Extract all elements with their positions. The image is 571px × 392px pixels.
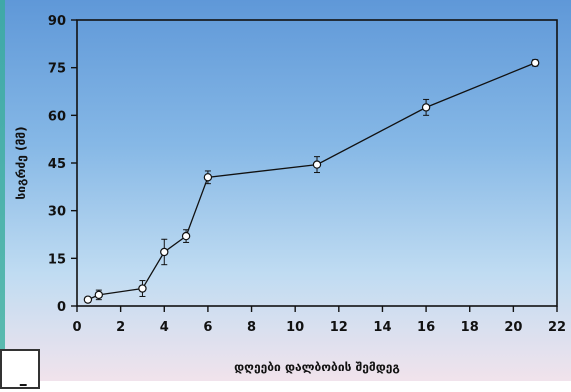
y-tick-label: 0 <box>57 300 66 315</box>
data-point <box>83 295 93 304</box>
y-tick-label: 30 <box>48 205 66 220</box>
y-tick-label: 15 <box>48 252 66 267</box>
x-tick-label: 12 <box>330 320 348 335</box>
x-axis-title: დღეები დალბობის შემდეგ <box>234 360 400 374</box>
x-tick-label: 10 <box>286 320 304 335</box>
corner-box: ـ <box>0 349 40 392</box>
y-tick-label: 45 <box>48 157 66 172</box>
corner-glyph: ـ <box>20 367 27 392</box>
series-line <box>87 62 536 301</box>
x-tick-label: 0 <box>72 320 81 335</box>
data-point <box>181 231 191 241</box>
x-tick-label: 22 <box>548 320 566 335</box>
data-point <box>94 290 104 300</box>
x-tick-label: 20 <box>504 320 522 335</box>
data-point <box>530 58 540 68</box>
chart-background <box>0 0 571 381</box>
x-tick-label: 18 <box>461 320 479 335</box>
y-tick-label: 90 <box>48 14 66 29</box>
x-tick-label: 8 <box>247 320 256 335</box>
left-edge-strip <box>0 0 5 381</box>
data-point <box>160 247 169 257</box>
data-point <box>203 173 213 182</box>
x-tick-label: 2 <box>116 320 125 335</box>
x-tick-label: 4 <box>160 320 169 335</box>
data-point <box>421 103 431 112</box>
y-tick-label: 60 <box>48 109 66 124</box>
y-tick-label: 75 <box>48 62 66 77</box>
y-axis-title: სიგრძე (მმ) <box>14 126 28 199</box>
data-point <box>312 160 322 169</box>
data-point <box>138 284 147 293</box>
x-tick-label: 16 <box>417 320 435 335</box>
x-tick-label: 6 <box>203 320 212 335</box>
line-chart: 0 2 4 6 8 10 12 14 16 18 20 22 0 15 30 45 60 75 90 დღეები დ… <box>14 14 566 374</box>
x-tick-label: 14 <box>373 320 391 335</box>
